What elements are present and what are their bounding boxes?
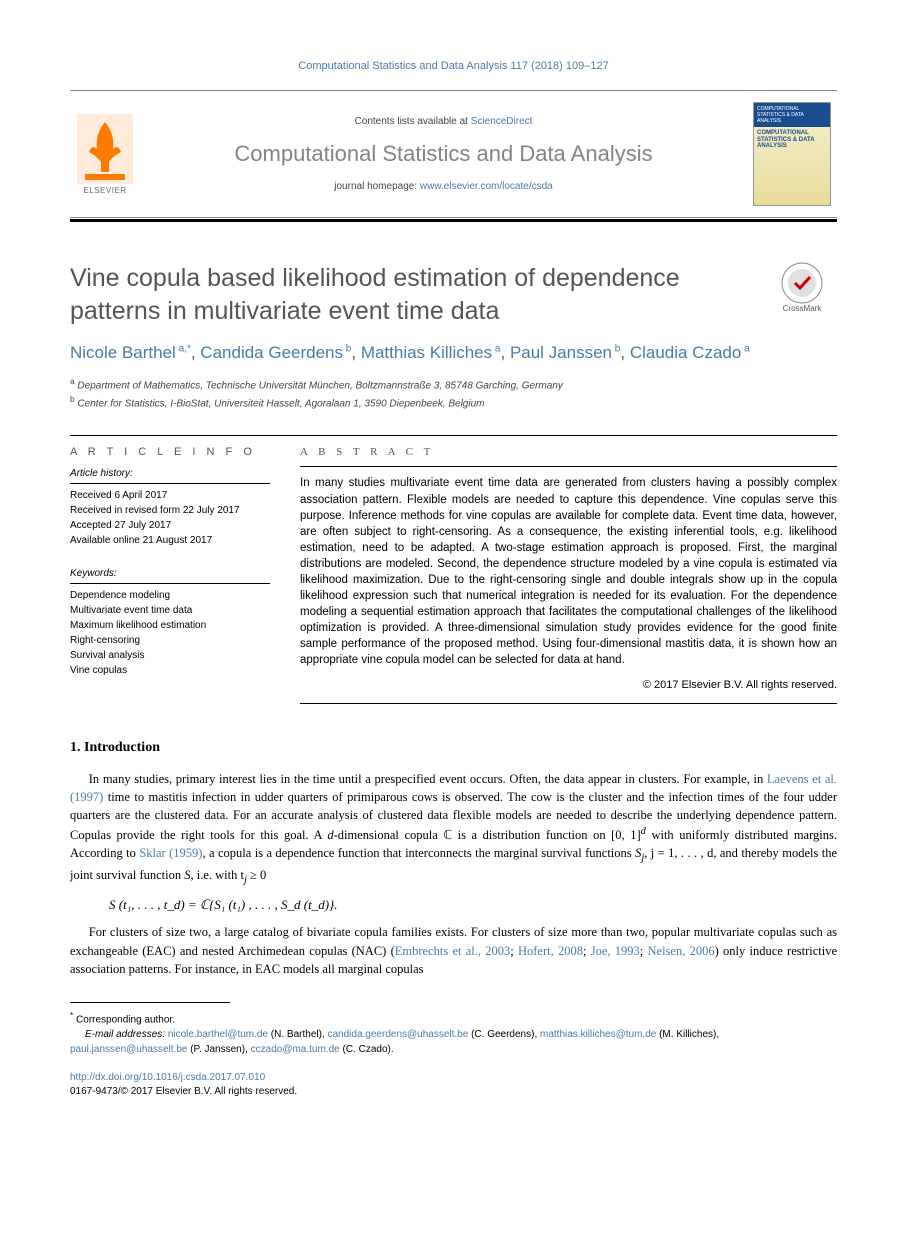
keyword: Survival analysis: [70, 648, 270, 663]
affiliation-line: a Department of Mathematics, Technische …: [70, 375, 837, 393]
author-affiliation-marker: a: [492, 343, 500, 354]
history-line: Received in revised form 22 July 2017: [70, 503, 270, 518]
author-affiliation-marker: b: [612, 343, 620, 354]
homepage-link[interactable]: www.elsevier.com/locate/csda: [420, 181, 553, 192]
article-info-column: A R T I C L E I N F O Article history: R…: [70, 436, 270, 703]
author: Matthias Killiches a: [361, 343, 501, 362]
section-1-heading: 1. Introduction: [70, 740, 837, 756]
history-line: Received 6 April 2017: [70, 488, 270, 503]
equation-1: S (t₁, . . . , t_d) = ℂ{S₁ (t₁) , . . . …: [109, 897, 837, 913]
article-info-heading: A R T I C L E I N F O: [70, 436, 270, 466]
doi-link[interactable]: http://dx.doi.org/10.1016/j.csda.2017.07…: [70, 1072, 265, 1083]
keyword: Multivariate event time data: [70, 603, 270, 618]
email-link[interactable]: candida.geerdens@uhasselt.be: [328, 1029, 469, 1040]
abstract-copyright: © 2017 Elsevier B.V. All rights reserved…: [300, 679, 837, 691]
email-link[interactable]: paul.janssen@uhasselt.be: [70, 1044, 187, 1055]
author-name-link[interactable]: Claudia Czado: [630, 343, 742, 362]
elsevier-tree-icon: [77, 114, 133, 184]
citation-link[interactable]: Nelsen, 2006: [648, 944, 715, 958]
email-link[interactable]: matthias.killiches@tum.de: [540, 1029, 656, 1040]
keyword: Vine copulas: [70, 663, 270, 678]
header-rule: [70, 219, 837, 222]
author-name-link[interactable]: Matthias Killiches: [361, 343, 492, 362]
corresponding-author-note: * Corresponding author.: [70, 1009, 837, 1027]
citation-link[interactable]: Embrechts et al., 2003: [395, 944, 511, 958]
history-line: Accepted 27 July 2017: [70, 518, 270, 533]
author-name-link[interactable]: Nicole Barthel: [70, 343, 176, 362]
cover-top-text: COMPUTATIONAL STATISTICS & DATA ANALYSIS: [754, 103, 830, 127]
author: Paul Janssen b: [510, 343, 620, 362]
journal-name: Computational Statistics and Data Analys…: [234, 141, 652, 167]
abstract-rule: [300, 703, 837, 704]
sciencedirect-link[interactable]: ScienceDirect: [471, 116, 533, 127]
citation-link[interactable]: Sklar (1959): [139, 846, 202, 860]
homepage-prefix: journal homepage:: [334, 181, 420, 192]
intro-paragraph-2: For clusters of size two, a large catalo…: [70, 923, 837, 977]
footnote-block: * Corresponding author. E-mail addresses…: [70, 1009, 837, 1057]
keyword: Maximum likelihood estimation: [70, 618, 270, 633]
abstract-text: In many studies multivariate event time …: [300, 466, 837, 668]
author-name-link[interactable]: Candida Geerdens: [200, 343, 343, 362]
homepage-line: journal homepage: www.elsevier.com/locat…: [334, 181, 552, 192]
cover-title-text: COMPUTATIONAL STATISTICS & DATA ANALYSIS: [754, 127, 830, 153]
publisher-logo: ELSEVIER: [70, 91, 140, 217]
author-list: Nicole Barthel a,*, Candida Geerdens b, …: [70, 341, 837, 365]
history-line: Available online 21 August 2017: [70, 533, 270, 548]
email-link[interactable]: nicole.barthel@tum.de: [168, 1029, 268, 1040]
abstract-column: A B S T R A C T In many studies multivar…: [300, 436, 837, 703]
author-affiliation-marker: a: [741, 343, 749, 354]
intro-paragraph-1: In many studies, primary interest lies i…: [70, 770, 837, 888]
article-title: Vine copula based likelihood estimation …: [70, 262, 747, 327]
issn-copyright-line: 0167-9473/© 2017 Elsevier B.V. All right…: [70, 1086, 297, 1097]
crossmark-badge[interactable]: CrossMark: [767, 262, 837, 313]
author: Candida Geerdens b: [200, 343, 351, 362]
affiliations: a Department of Mathematics, Technische …: [70, 375, 837, 412]
email-label: E-mail addresses:: [85, 1029, 168, 1040]
crossmark-icon: [781, 262, 823, 304]
publisher-name: ELSEVIER: [83, 186, 126, 195]
email-addresses-line: E-mail addresses: nicole.barthel@tum.de …: [70, 1027, 837, 1057]
doi-block: http://dx.doi.org/10.1016/j.csda.2017.07…: [70, 1071, 837, 1099]
citation-line: Computational Statistics and Data Analys…: [70, 60, 837, 72]
header-center: Contents lists available at ScienceDirec…: [140, 91, 747, 217]
abstract-heading: A B S T R A C T: [300, 436, 837, 466]
keywords-heading: Keywords:: [70, 566, 270, 584]
contents-available-line: Contents lists available at ScienceDirec…: [355, 116, 533, 127]
keyword: Right-censoring: [70, 633, 270, 648]
article-history-heading: Article history:: [70, 466, 270, 484]
corr-label: Corresponding author.: [76, 1014, 175, 1025]
journal-cover-thumbnail: COMPUTATIONAL STATISTICS & DATA ANALYSIS…: [747, 91, 837, 217]
author: Nicole Barthel a,*: [70, 343, 191, 362]
contents-prefix: Contents lists available at: [355, 116, 471, 127]
citation-link[interactable]: Laevens et al. (1997): [70, 772, 837, 804]
citation-link[interactable]: Joe, 1993: [591, 944, 640, 958]
citation-link[interactable]: Hofert, 2008: [518, 944, 583, 958]
footnote-separator: [70, 1002, 230, 1003]
author-affiliation-marker: b: [343, 343, 351, 354]
keyword: Dependence modeling: [70, 588, 270, 603]
author: Claudia Czado a: [630, 343, 750, 362]
affiliation-line: b Center for Statistics, I-BioStat, Univ…: [70, 393, 837, 411]
crossmark-label: CrossMark: [783, 304, 822, 313]
author-affiliation-marker: a,*: [176, 343, 191, 354]
journal-header: ELSEVIER Contents lists available at Sci…: [70, 90, 837, 218]
email-link[interactable]: cczado@ma.tum.de: [251, 1044, 340, 1055]
author-name-link[interactable]: Paul Janssen: [510, 343, 612, 362]
